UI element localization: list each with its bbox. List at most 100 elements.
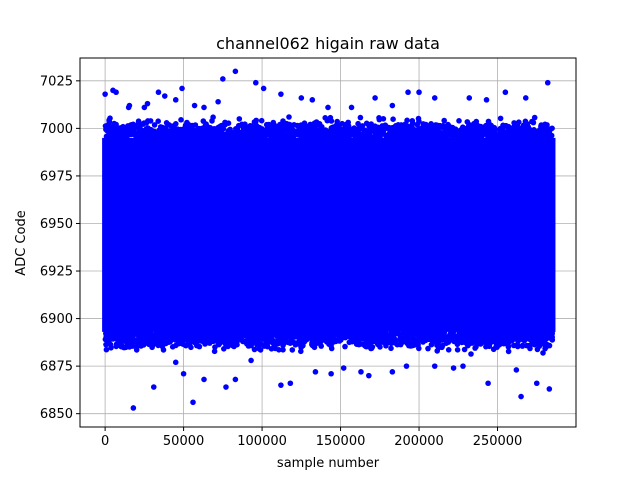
data-point bbox=[529, 118, 535, 125]
data-point bbox=[343, 121, 349, 128]
data-point bbox=[129, 343, 136, 349]
y-tick-label: 6875 bbox=[40, 360, 73, 375]
data-point bbox=[276, 347, 282, 353]
data-point bbox=[296, 337, 303, 343]
data-point bbox=[414, 133, 421, 140]
data-point bbox=[272, 123, 279, 129]
data-point bbox=[300, 342, 306, 349]
data-point bbox=[456, 329, 463, 336]
data-point bbox=[373, 134, 380, 140]
data-point bbox=[416, 118, 422, 125]
data-point bbox=[334, 337, 341, 344]
data-point bbox=[224, 334, 231, 341]
data-point bbox=[544, 335, 550, 342]
data-point bbox=[361, 342, 368, 349]
data-point bbox=[225, 128, 232, 134]
data-point bbox=[324, 339, 330, 345]
data-point bbox=[351, 130, 358, 136]
data-point bbox=[257, 347, 264, 353]
data-point bbox=[219, 338, 225, 345]
data-point bbox=[210, 114, 216, 120]
data-point bbox=[536, 329, 543, 336]
data-point-outlier bbox=[544, 79, 551, 86]
x-tick-label: 250000 bbox=[473, 434, 523, 449]
data-point bbox=[443, 336, 449, 342]
data-point bbox=[454, 347, 461, 353]
data-point-outlier bbox=[201, 376, 207, 383]
y-axis-label: ADC Code bbox=[14, 210, 29, 275]
data-point bbox=[363, 120, 370, 127]
data-point bbox=[378, 330, 384, 337]
data-point bbox=[424, 134, 431, 141]
data-point bbox=[515, 338, 521, 345]
data-point bbox=[521, 337, 528, 344]
data-point-outlier bbox=[155, 89, 162, 96]
data-point bbox=[240, 123, 246, 130]
data-point bbox=[258, 341, 264, 348]
data-point bbox=[401, 338, 407, 344]
data-point bbox=[468, 351, 474, 357]
data-point bbox=[117, 330, 124, 336]
data-point bbox=[472, 121, 478, 128]
data-point bbox=[175, 340, 182, 347]
data-point bbox=[458, 130, 464, 136]
data-point bbox=[505, 343, 512, 349]
data-point bbox=[209, 332, 215, 339]
data-point bbox=[212, 134, 218, 140]
y-tick-label: 6850 bbox=[40, 407, 73, 422]
data-point bbox=[192, 122, 199, 128]
data-point bbox=[389, 128, 396, 135]
data-point bbox=[423, 129, 430, 136]
data-point bbox=[525, 135, 531, 141]
data-point bbox=[315, 130, 322, 137]
data-point bbox=[497, 125, 504, 132]
x-tick-label: 200000 bbox=[394, 434, 444, 449]
data-point bbox=[172, 126, 179, 132]
data-series bbox=[102, 68, 556, 411]
data-point bbox=[531, 134, 537, 141]
data-point-outlier bbox=[172, 97, 179, 103]
data-point bbox=[190, 127, 196, 134]
data-point bbox=[383, 343, 389, 349]
data-point bbox=[150, 133, 157, 140]
data-point bbox=[487, 130, 494, 136]
data-point bbox=[252, 330, 259, 337]
data-point bbox=[194, 342, 200, 349]
data-point bbox=[192, 338, 199, 344]
data-point-outlier bbox=[298, 95, 305, 101]
data-point bbox=[268, 333, 275, 340]
data-point bbox=[234, 129, 240, 136]
data-point bbox=[180, 341, 187, 348]
data-point bbox=[449, 331, 455, 337]
data-point bbox=[445, 347, 452, 353]
data-point bbox=[548, 330, 554, 336]
data-point bbox=[304, 128, 310, 134]
data-point-outlier bbox=[328, 370, 334, 377]
data-point bbox=[306, 331, 312, 338]
data-point-outlier bbox=[102, 91, 108, 97]
data-point-outlier bbox=[161, 93, 168, 99]
data-point-outlier bbox=[518, 393, 524, 400]
data-point bbox=[247, 123, 253, 129]
data-point bbox=[505, 348, 512, 355]
data-point bbox=[464, 125, 471, 131]
data-point bbox=[478, 123, 484, 130]
data-point bbox=[202, 330, 208, 337]
data-point bbox=[310, 134, 317, 141]
data-point bbox=[122, 330, 129, 337]
data-point-outlier bbox=[215, 98, 221, 105]
data-point bbox=[473, 126, 480, 132]
data-point-outlier bbox=[232, 376, 239, 383]
data-point bbox=[452, 338, 458, 345]
data-point bbox=[110, 334, 116, 340]
x-tick-label: 150000 bbox=[316, 434, 366, 449]
data-point bbox=[186, 334, 193, 341]
data-point bbox=[328, 343, 334, 349]
data-point bbox=[461, 346, 468, 353]
data-point bbox=[230, 342, 236, 349]
data-point-outlier bbox=[546, 386, 553, 392]
data-point bbox=[533, 129, 539, 136]
data-point bbox=[446, 123, 453, 130]
data-point bbox=[542, 345, 548, 352]
data-point bbox=[503, 123, 510, 129]
